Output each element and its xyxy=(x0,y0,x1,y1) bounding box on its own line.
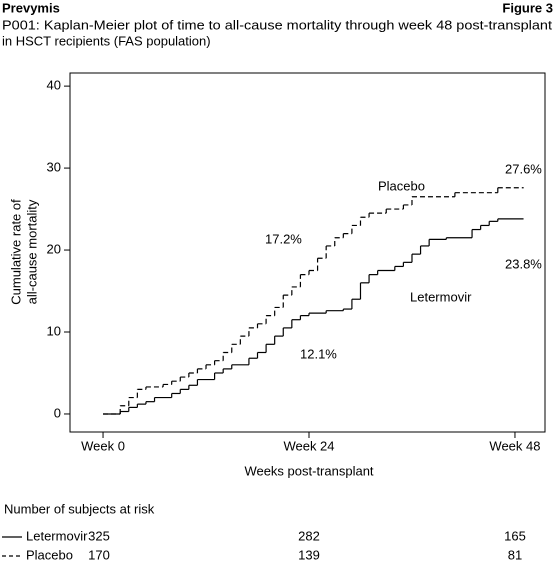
x-tick-label: Week 48 xyxy=(489,438,540,453)
risk-count: 170 xyxy=(88,547,110,562)
annotation: 12.1% xyxy=(300,346,337,361)
annotation: Placebo xyxy=(378,178,425,193)
risk-count: 325 xyxy=(88,528,110,543)
risk-count: 81 xyxy=(508,547,522,562)
risk-count: 282 xyxy=(298,528,320,543)
y-tick-label: 0 xyxy=(54,405,61,420)
y-tick-label: 20 xyxy=(47,241,61,256)
chart-title: P001: Kaplan-Meier plot of time to all-c… xyxy=(2,17,552,32)
y-tick-label: 30 xyxy=(47,160,61,175)
header-left: Prevymis xyxy=(2,0,60,15)
risk-count: 139 xyxy=(298,547,320,562)
chart-title: in HSCT recipients (FAS population) xyxy=(2,33,211,48)
y-tick-label: 10 xyxy=(47,323,61,338)
x-tick-label: Week 24 xyxy=(283,438,334,453)
annotation: 27.6% xyxy=(505,161,542,176)
plot-frame xyxy=(69,72,546,433)
annotation: 17.2% xyxy=(265,231,302,246)
y-tick-label: 40 xyxy=(47,78,61,93)
x-tick-label: Week 0 xyxy=(81,438,125,453)
annotation: Letermovir xyxy=(410,289,472,304)
risk-count: 165 xyxy=(504,528,526,543)
x-axis-label: Weeks post-transplant xyxy=(244,463,373,478)
header-right: Figure 3 xyxy=(502,0,553,15)
y-axis-label: all-cause mortality xyxy=(24,199,39,304)
risk-row-name: Letermovir xyxy=(26,528,88,543)
risk-row-name: Placebo xyxy=(26,547,73,562)
y-axis-label: Cumulative rate of xyxy=(8,199,23,305)
risk-table-title: Number of subjects at risk xyxy=(4,501,155,516)
annotation: 23.8% xyxy=(505,256,542,271)
